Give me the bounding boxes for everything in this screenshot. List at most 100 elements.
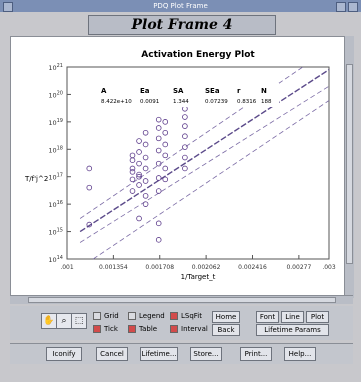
data-point <box>129 152 136 159</box>
table-header: SA <box>173 87 184 95</box>
data-point <box>142 165 149 172</box>
x-tick-label: .003 <box>322 264 336 271</box>
cancel-button[interactable]: Cancel <box>96 347 128 361</box>
activation-energy-chart[interactable]: Activation Energy Plot 1014 1015 1016 1017 10… <box>11 37 345 295</box>
store-button[interactable]: Store... <box>190 347 222 361</box>
data-point <box>142 154 149 161</box>
window-title-bar: PDQ Plot Frame <box>0 0 361 12</box>
data-point <box>155 175 162 181</box>
plot-area <box>66 66 330 260</box>
data-point <box>129 157 136 164</box>
table-header: Ea <box>140 87 150 95</box>
x-tick-label: 0.001708 <box>145 264 174 271</box>
horizontal-scroll-thumb[interactable] <box>28 297 336 303</box>
interval-checkbox-box[interactable] <box>170 325 178 333</box>
data-point <box>136 215 142 222</box>
x-tick-label: .001 <box>60 264 74 271</box>
minimize-icon[interactable] <box>336 2 346 12</box>
table-value: 0.0091 <box>140 99 159 105</box>
data-point <box>142 201 149 207</box>
legend-checkbox[interactable]: Legend <box>128 312 165 321</box>
data-point <box>136 149 142 155</box>
font-button[interactable]: Font <box>256 311 279 323</box>
select-region-icon[interactable]: ⬚ <box>71 313 87 329</box>
table-value: 1.344 <box>173 99 189 105</box>
data-point <box>142 193 149 199</box>
interval-checkbox[interactable]: Interval <box>170 325 208 334</box>
window-menu-icon[interactable] <box>3 2 13 12</box>
data-point <box>155 116 162 123</box>
line-button[interactable]: Line <box>281 311 304 323</box>
y-tick-label: 1014 <box>48 255 63 264</box>
x-axis-label: 1/Target_t <box>181 273 216 281</box>
hand-icon[interactable]: ✋ <box>41 313 57 329</box>
lsqfit-checkbox[interactable]: LSqFit <box>170 312 202 321</box>
data-point <box>136 160 142 167</box>
plot-panel: Activation Energy Plot 1014 1015 1016 1017 10… <box>10 36 353 300</box>
table-value: 0.8316 <box>237 99 257 105</box>
legend-checkbox-box[interactable] <box>128 312 136 320</box>
data-point <box>155 220 162 227</box>
horizontal-scrollbar[interactable] <box>10 295 353 304</box>
data-point <box>129 188 136 194</box>
y-tick-label: 1018 <box>48 145 63 154</box>
table-checkbox-box[interactable] <box>128 325 136 333</box>
maximize-icon[interactable] <box>348 2 358 12</box>
lifetime-params-button[interactable]: Lifetime Params <box>256 324 329 336</box>
tick-checkbox[interactable]: Tick <box>93 325 118 334</box>
interval-bound-line <box>79 85 330 243</box>
grid-checkbox-box[interactable] <box>93 312 101 320</box>
data-point <box>182 133 188 139</box>
y-axis-label: T/f'j^2 <box>24 175 48 183</box>
table-header: SEa <box>205 87 220 95</box>
data-point <box>136 173 142 180</box>
data-point <box>136 138 142 144</box>
data-point <box>162 141 169 148</box>
data-point <box>142 141 149 148</box>
data-point <box>136 182 142 188</box>
data-point <box>142 129 149 136</box>
iconify-button[interactable]: Iconify <box>46 347 82 361</box>
data-point <box>182 144 188 150</box>
data-point <box>86 221 93 228</box>
lifetime-button[interactable]: Lifetime... <box>140 347 178 361</box>
vertical-scrollbar[interactable] <box>344 36 354 298</box>
table-value: 0.07239 <box>205 99 228 105</box>
lsqfit-checkbox-box[interactable] <box>170 312 178 320</box>
lsq-fit-line <box>79 69 330 233</box>
print-button[interactable]: Print... <box>240 347 272 361</box>
data-point <box>155 135 162 142</box>
table-background <box>93 83 279 107</box>
data-point <box>182 154 188 161</box>
data-point <box>182 165 188 172</box>
y-tick-label: 1019 <box>48 118 63 127</box>
data-point <box>162 129 169 136</box>
y-tick-label: 1020 <box>48 90 63 99</box>
table-header: N <box>261 87 267 95</box>
y-tick-label: 1021 <box>48 63 63 72</box>
data-point <box>86 184 93 191</box>
window-title: PDQ Plot Frame <box>153 2 208 10</box>
data-point <box>162 152 169 159</box>
tick-checkbox-box[interactable] <box>93 325 101 333</box>
vertical-scroll-thumb[interactable] <box>346 64 353 264</box>
table-header: A <box>101 87 107 95</box>
back-button[interactable]: Back <box>212 324 240 336</box>
chart-title: Activation Energy Plot <box>141 50 255 60</box>
help-button[interactable]: Help... <box>284 347 316 361</box>
grid-checkbox[interactable]: Grid <box>93 312 119 321</box>
data-point <box>155 125 162 131</box>
table-checkbox[interactable]: Table <box>128 325 157 334</box>
y-tick-label: 1016 <box>48 200 63 209</box>
table-value: 8.422e+10 <box>101 99 132 105</box>
data-point <box>162 165 169 172</box>
x-tick-label: 0.001354 <box>99 264 128 271</box>
data-point <box>162 176 169 183</box>
zoom-icon[interactable]: ⌕ <box>56 313 72 329</box>
plot-button[interactable]: Plot <box>306 311 329 323</box>
data-point <box>142 178 149 184</box>
x-tick-label: 0.002416 <box>238 264 267 271</box>
data-point <box>182 105 188 112</box>
home-button[interactable]: Home <box>212 311 240 323</box>
data-point <box>136 171 142 178</box>
